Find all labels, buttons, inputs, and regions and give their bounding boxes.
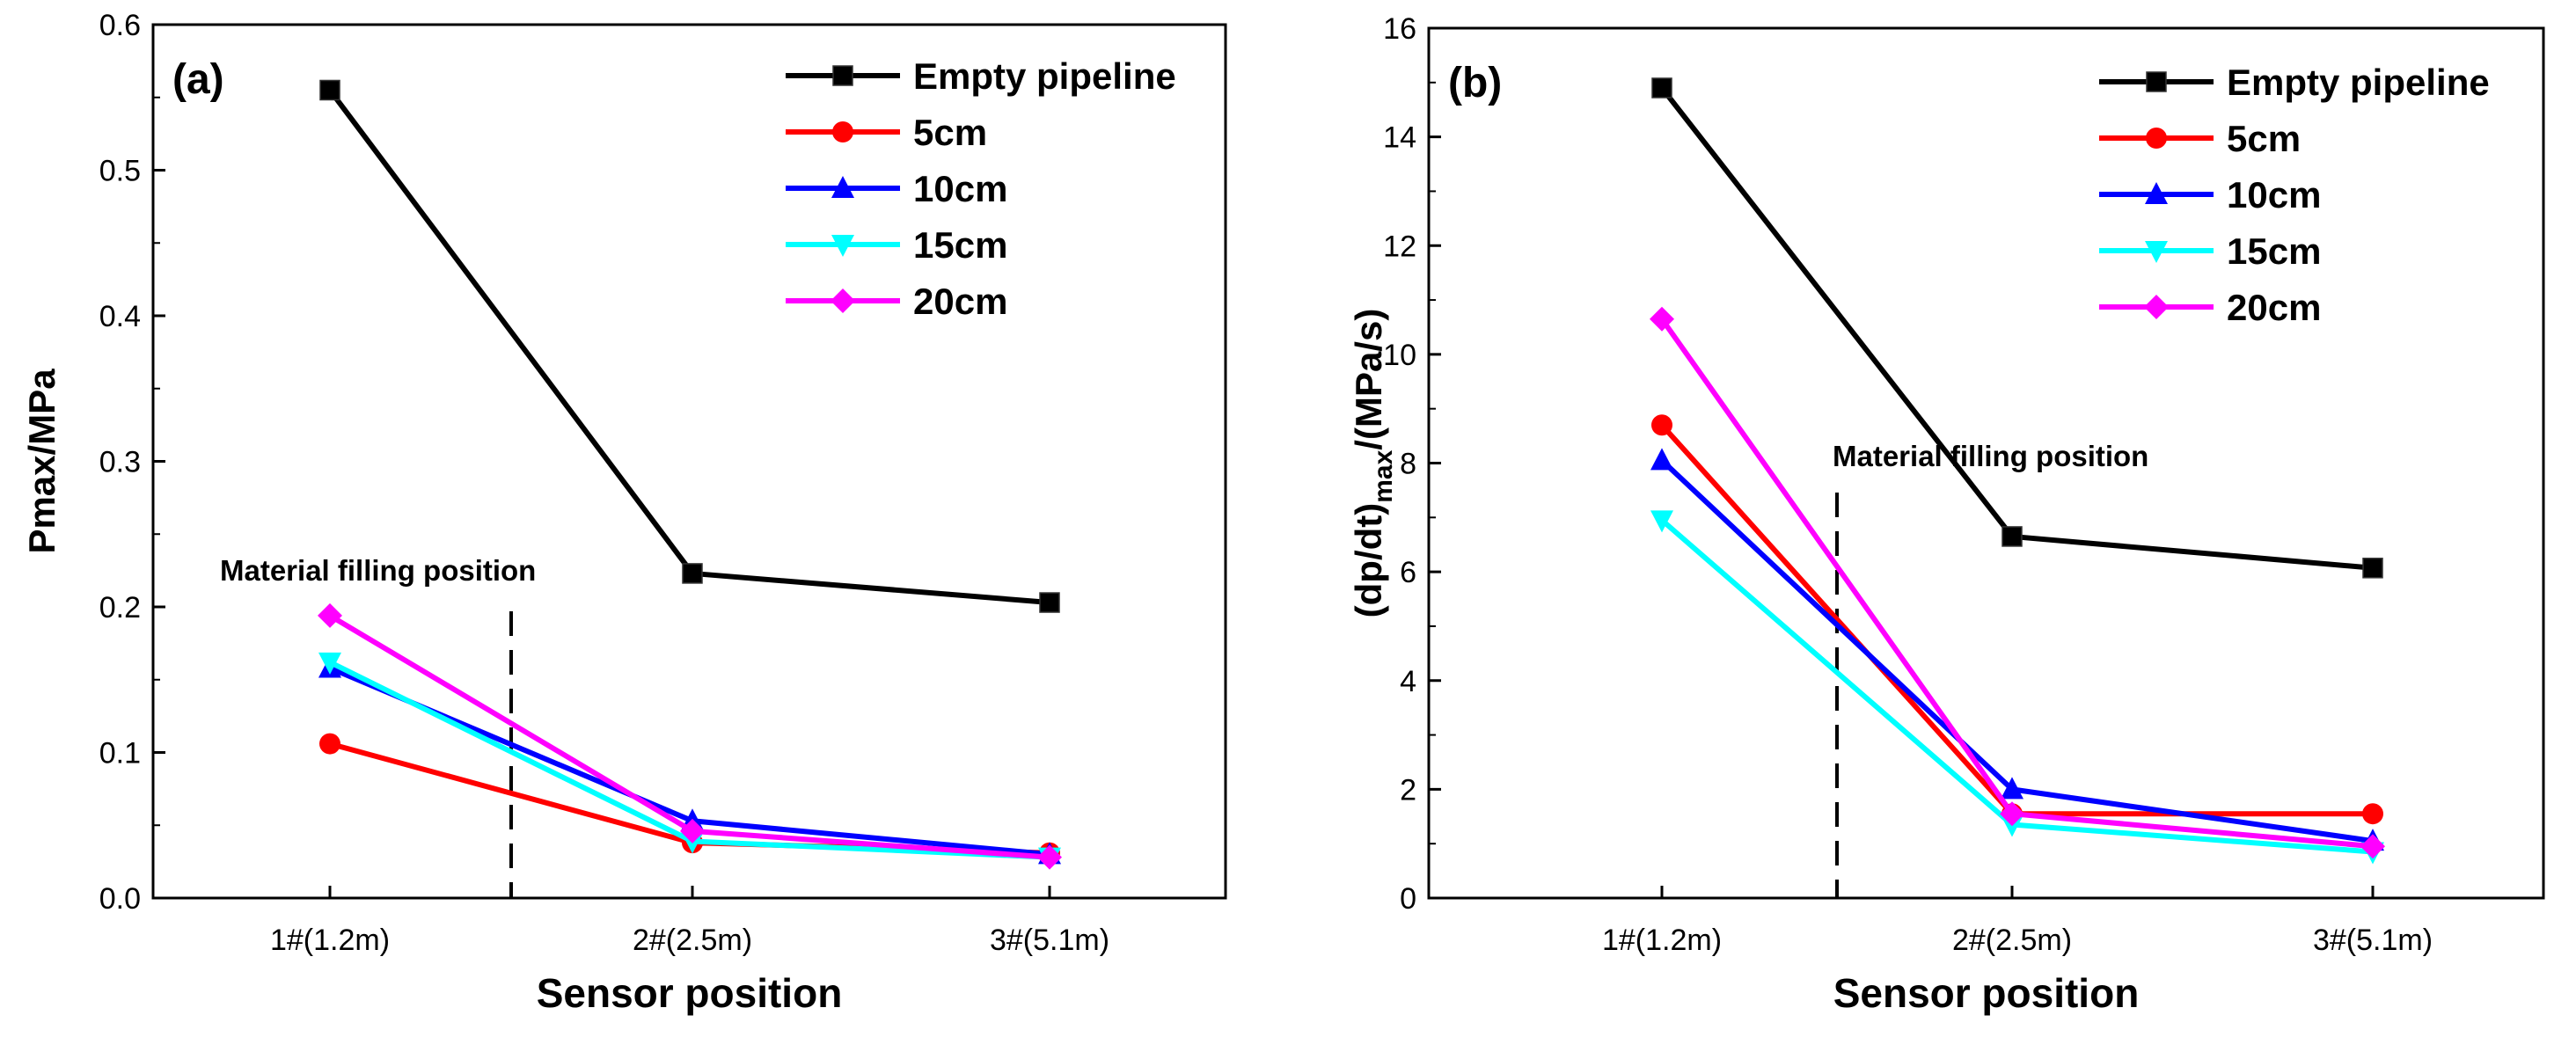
legend-marker — [832, 65, 853, 86]
legend-label: 20cm — [913, 281, 1007, 322]
data-point — [1651, 77, 1672, 99]
legend-label: 20cm — [2227, 287, 2321, 328]
legend-label: 10cm — [913, 168, 1007, 209]
data-point — [1039, 592, 1060, 613]
x-tick-label: 2#(2.5m) — [633, 924, 752, 957]
y-tick-label: 8 — [1400, 448, 1416, 481]
plot-frame — [151, 23, 1227, 900]
y-tick-label: 14 — [1383, 121, 1416, 155]
x-axis-title: Sensor position — [1833, 970, 2140, 1016]
legend-label: 15cm — [913, 224, 1007, 266]
data-point — [319, 79, 340, 101]
panel-label: (a) — [172, 56, 224, 103]
y-tick-label: 10 — [1383, 339, 1416, 372]
data-point — [318, 603, 342, 628]
legend-label: 5cm — [2227, 118, 2301, 159]
y-tick-label: 16 — [1383, 12, 1416, 46]
legend-label: 10cm — [2227, 174, 2321, 215]
y-axis-title: (dp/dt)max/(MPa/s) — [1348, 309, 1398, 618]
legend-label: 15cm — [2227, 230, 2321, 272]
series-line-15cm — [1660, 518, 2374, 855]
data-point — [2001, 777, 2023, 800]
legend-label: Empty pipeline — [913, 55, 1176, 97]
data-point — [682, 563, 703, 584]
series-line-empty-pipeline — [327, 88, 1050, 606]
series-line-5cm — [1659, 423, 2373, 817]
y-tick-label: 4 — [1400, 665, 1416, 698]
y-tick-label: 0.6 — [99, 9, 141, 42]
data-point — [2002, 526, 2023, 547]
chart-panel-a: 0.0 0.1 0.2 0.3 0.4 0.5 0.6 1#(1.2m) 2#(2.5m) 3#(… — [21, 9, 1227, 1016]
filling-position-label: Material filling position — [220, 554, 536, 587]
chart-panel-b: 0 2 4 6 8 10 12 14 16 1#(1.2m) 2#(2.5m) 3#(5.1m) Sen… — [1348, 12, 2545, 1016]
data-point — [1650, 510, 1673, 533]
y-tick-label: 0 — [1400, 882, 1416, 916]
y-tick-label: 0.3 — [99, 446, 141, 479]
legend-marker — [831, 176, 854, 198]
legend-marker — [831, 235, 854, 257]
x-tick-label: 3#(5.1m) — [990, 924, 1109, 957]
legend-marker — [832, 121, 853, 142]
data-point — [1650, 306, 1674, 332]
y-tick-label: 6 — [1400, 556, 1416, 589]
data-point — [319, 733, 340, 755]
filling-position-label: Material filling position — [1833, 440, 2148, 472]
legend-label: Empty pipeline — [2227, 62, 2490, 103]
y-axis-title-part: (dp/dt) — [1348, 503, 1389, 618]
legend-marker — [2146, 128, 2167, 149]
panel-label: (b) — [1448, 60, 1502, 106]
data-point — [2362, 558, 2383, 579]
data-point — [2360, 834, 2385, 859]
y-axis-title-subscript: max — [1369, 449, 1398, 502]
y-tick-label: 0.0 — [99, 882, 141, 916]
series-line-10cm — [1659, 458, 2374, 844]
data-point — [1650, 448, 1673, 471]
data-point — [2000, 801, 2024, 827]
y-tick-label: 0.4 — [99, 300, 141, 333]
y-tick-label: 0.2 — [99, 591, 141, 624]
legend-marker — [2145, 241, 2168, 263]
x-tick-label: 2#(2.5m) — [1952, 924, 2072, 957]
legend-marker — [2145, 182, 2168, 204]
x-tick-label: 1#(1.2m) — [270, 924, 390, 957]
y-tick-label: 0.1 — [99, 737, 141, 771]
data-point — [1651, 414, 1672, 436]
series-line-20cm — [1659, 317, 2374, 850]
legend-marker — [2146, 71, 2167, 92]
legend-label: 5cm — [913, 112, 987, 153]
x-axis-title: Sensor position — [537, 970, 843, 1016]
y-tick-label: 2 — [1400, 773, 1416, 807]
y-axis-title-part: /(MPa/s) — [1348, 309, 1389, 450]
y-axis-title: Pmax/MPa — [21, 369, 62, 554]
legend-marker — [2144, 295, 2169, 319]
data-point — [318, 652, 341, 675]
legend-marker — [831, 288, 855, 313]
data-point — [1037, 844, 1062, 870]
x-tick-label: 3#(5.1m) — [2313, 924, 2433, 957]
data-point — [2362, 803, 2383, 825]
data-point — [680, 818, 705, 844]
y-tick-label: 0.5 — [99, 155, 141, 188]
x-tick-label: 1#(1.2m) — [1602, 924, 1722, 957]
y-tick-label: 12 — [1383, 230, 1416, 263]
